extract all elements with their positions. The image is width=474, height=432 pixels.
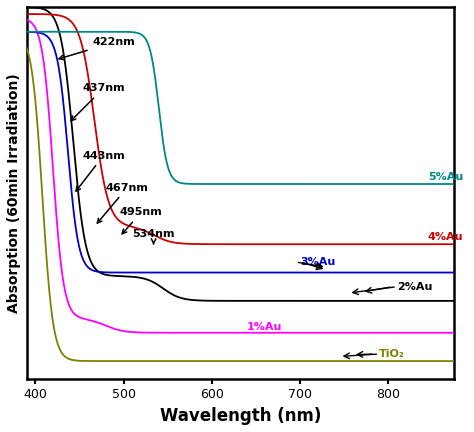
Text: 1%Au: 1%Au bbox=[247, 322, 283, 333]
Text: 2%Au: 2%Au bbox=[397, 282, 432, 292]
Text: 443nm: 443nm bbox=[76, 151, 125, 191]
Text: 437nm: 437nm bbox=[71, 83, 125, 121]
Text: 422nm: 422nm bbox=[59, 37, 136, 60]
Text: TiO₂: TiO₂ bbox=[379, 349, 405, 359]
Text: 3%Au: 3%Au bbox=[300, 257, 335, 267]
Text: 534nm: 534nm bbox=[132, 229, 175, 244]
Text: 4%Au: 4%Au bbox=[428, 232, 463, 242]
Text: 495nm: 495nm bbox=[120, 207, 163, 234]
Y-axis label: Absorption (60min Irradiation): Absorption (60min Irradiation) bbox=[7, 73, 21, 313]
Text: 467nm: 467nm bbox=[97, 183, 149, 223]
X-axis label: Wavelength (nm): Wavelength (nm) bbox=[160, 407, 321, 425]
Text: 5%Au: 5%Au bbox=[428, 172, 463, 182]
